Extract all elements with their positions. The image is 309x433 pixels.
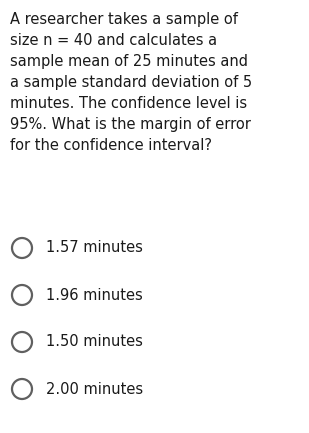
Text: 2.00 minutes: 2.00 minutes (46, 381, 143, 397)
Text: 1.57 minutes: 1.57 minutes (46, 240, 143, 255)
Text: 1.96 minutes: 1.96 minutes (46, 288, 143, 303)
Text: 1.50 minutes: 1.50 minutes (46, 335, 143, 349)
Text: A researcher takes a sample of
size n = 40 and calculates a
sample mean of 25 mi: A researcher takes a sample of size n = … (10, 12, 252, 153)
